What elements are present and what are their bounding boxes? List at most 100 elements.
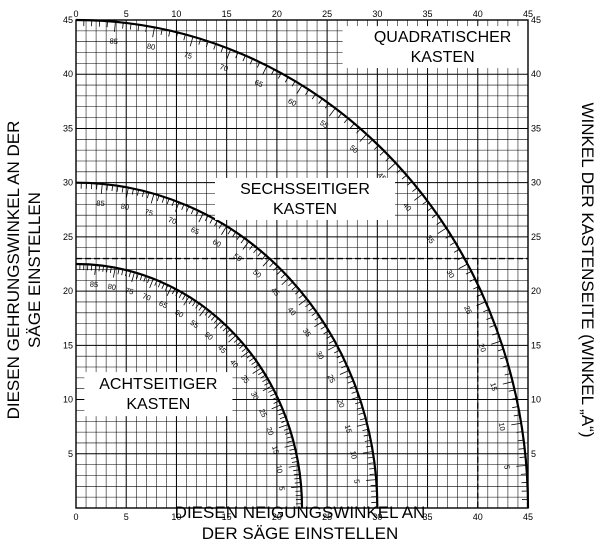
minor-grid [76,20,528,508]
curve-tick [314,321,324,328]
curve-tick [258,371,264,376]
curve-tick [396,168,402,174]
curve-tick [277,72,282,79]
curve-tick [273,265,278,271]
curve-tick [362,428,369,432]
curve-tick [431,213,438,219]
curve-tick [114,21,116,32]
curve-tick [257,251,262,257]
curve-angle-label: 15 [343,424,354,434]
curve-tick [519,456,526,458]
curve-tick [318,98,323,104]
y-axis-label-line2: SÄGE EINSTELLEN [25,192,44,348]
x-tick-label-top: 5 [124,9,129,19]
curve-tick [164,284,169,291]
x-tick-label-bottom: 10 [171,512,181,522]
x-tick-label-bottom: 35 [423,512,433,522]
curve-tick [210,315,216,321]
curve-tick [349,385,356,389]
y-tick-label-right: 10 [531,395,541,405]
curve-tick [296,85,303,95]
curve-tick [183,34,186,41]
curve-tick [157,281,162,288]
x-tick-label-bottom: 40 [473,512,483,522]
y-tick-label-right: 30 [531,178,541,188]
curve-tick [280,273,286,279]
curve-tick [453,249,460,253]
curve-tick [141,190,145,197]
curve-angle-label: 20 [477,342,488,353]
curve-tick [146,192,150,199]
curve-tick [253,247,258,254]
curve-tick [281,420,288,423]
y-tick-label-right: 35 [531,123,541,133]
curve-tick [198,38,201,45]
curve-tick [338,359,345,364]
curve-tick [469,278,476,282]
curve-tick [235,52,239,59]
curve-tick [291,80,296,87]
curve-angle-label: 80 [120,202,130,212]
curve-tick [355,401,362,405]
curve-angle-label: 20 [264,426,275,437]
curve-tick [497,348,504,352]
curve-tick [249,244,254,250]
curve-angle-label: 40 [228,358,240,370]
curve-tick [270,69,275,75]
curve-tick [276,408,283,412]
curve-tick [106,266,108,273]
curve-tick [116,185,119,192]
curve-tick [249,58,253,65]
curve-tick [388,162,396,171]
curve-tick [128,271,132,278]
curve-label-bg [84,372,233,417]
curve-tick [252,367,262,374]
curve-tick [357,423,368,427]
y-tick-label-left: 35 [63,123,73,133]
curve-tick [293,469,300,472]
curve-tick [356,128,361,134]
curve-tick [373,145,379,150]
curve-tick [154,280,158,286]
curve-tick [98,265,101,272]
y-tick-label-left: 15 [63,340,73,350]
curve-arc [75,18,530,509]
curve-tick [284,444,295,448]
curve-tick [365,445,372,448]
y-tick-label-left: 10 [63,395,73,405]
curve-tick [323,330,329,335]
curve-angle-label: 65 [189,225,200,237]
curve-angle-label: 40 [286,305,298,317]
curve-tick [139,274,143,281]
curve-tick [291,456,298,459]
curve-tick [422,200,428,205]
curve-tick [473,286,479,290]
curve-tick [214,220,218,227]
curve-angle-label: 15 [488,382,499,392]
curve-angle-label: 40 [401,201,413,213]
curve-tick [368,139,373,145]
curve-tick [385,156,391,162]
curve-tick [204,215,209,222]
x-tick-label-bottom: 45 [523,512,533,522]
curve-angle-label: 60 [211,237,223,249]
curve-tick [356,407,363,410]
x-axis-label: DIESEN NEIGUNGSWINKEL AN DER SÄGE EINSTE… [120,502,480,544]
curve-tick [149,278,154,289]
x-axis-label-line2: DER SÄGE EINSTELLEN [201,524,399,543]
curve-tick [349,396,360,401]
curve-tick [513,414,520,417]
curve-tick [449,241,456,246]
curve-tick [168,30,171,37]
curve-tick [412,187,418,192]
curve-angle-label: 10 [348,450,358,460]
curve-tick [100,183,103,194]
curve-tick [183,296,190,306]
curve-label-bg [215,177,396,220]
y-tick-label-right: 20 [531,286,541,296]
curve-tick [175,32,179,39]
curve-tick [326,335,332,339]
curve-tick [269,393,276,397]
curve-label-boxes: QUADRATISCHER KASTEN SECHSSEITIGER KASTEN AC… [84,26,543,417]
